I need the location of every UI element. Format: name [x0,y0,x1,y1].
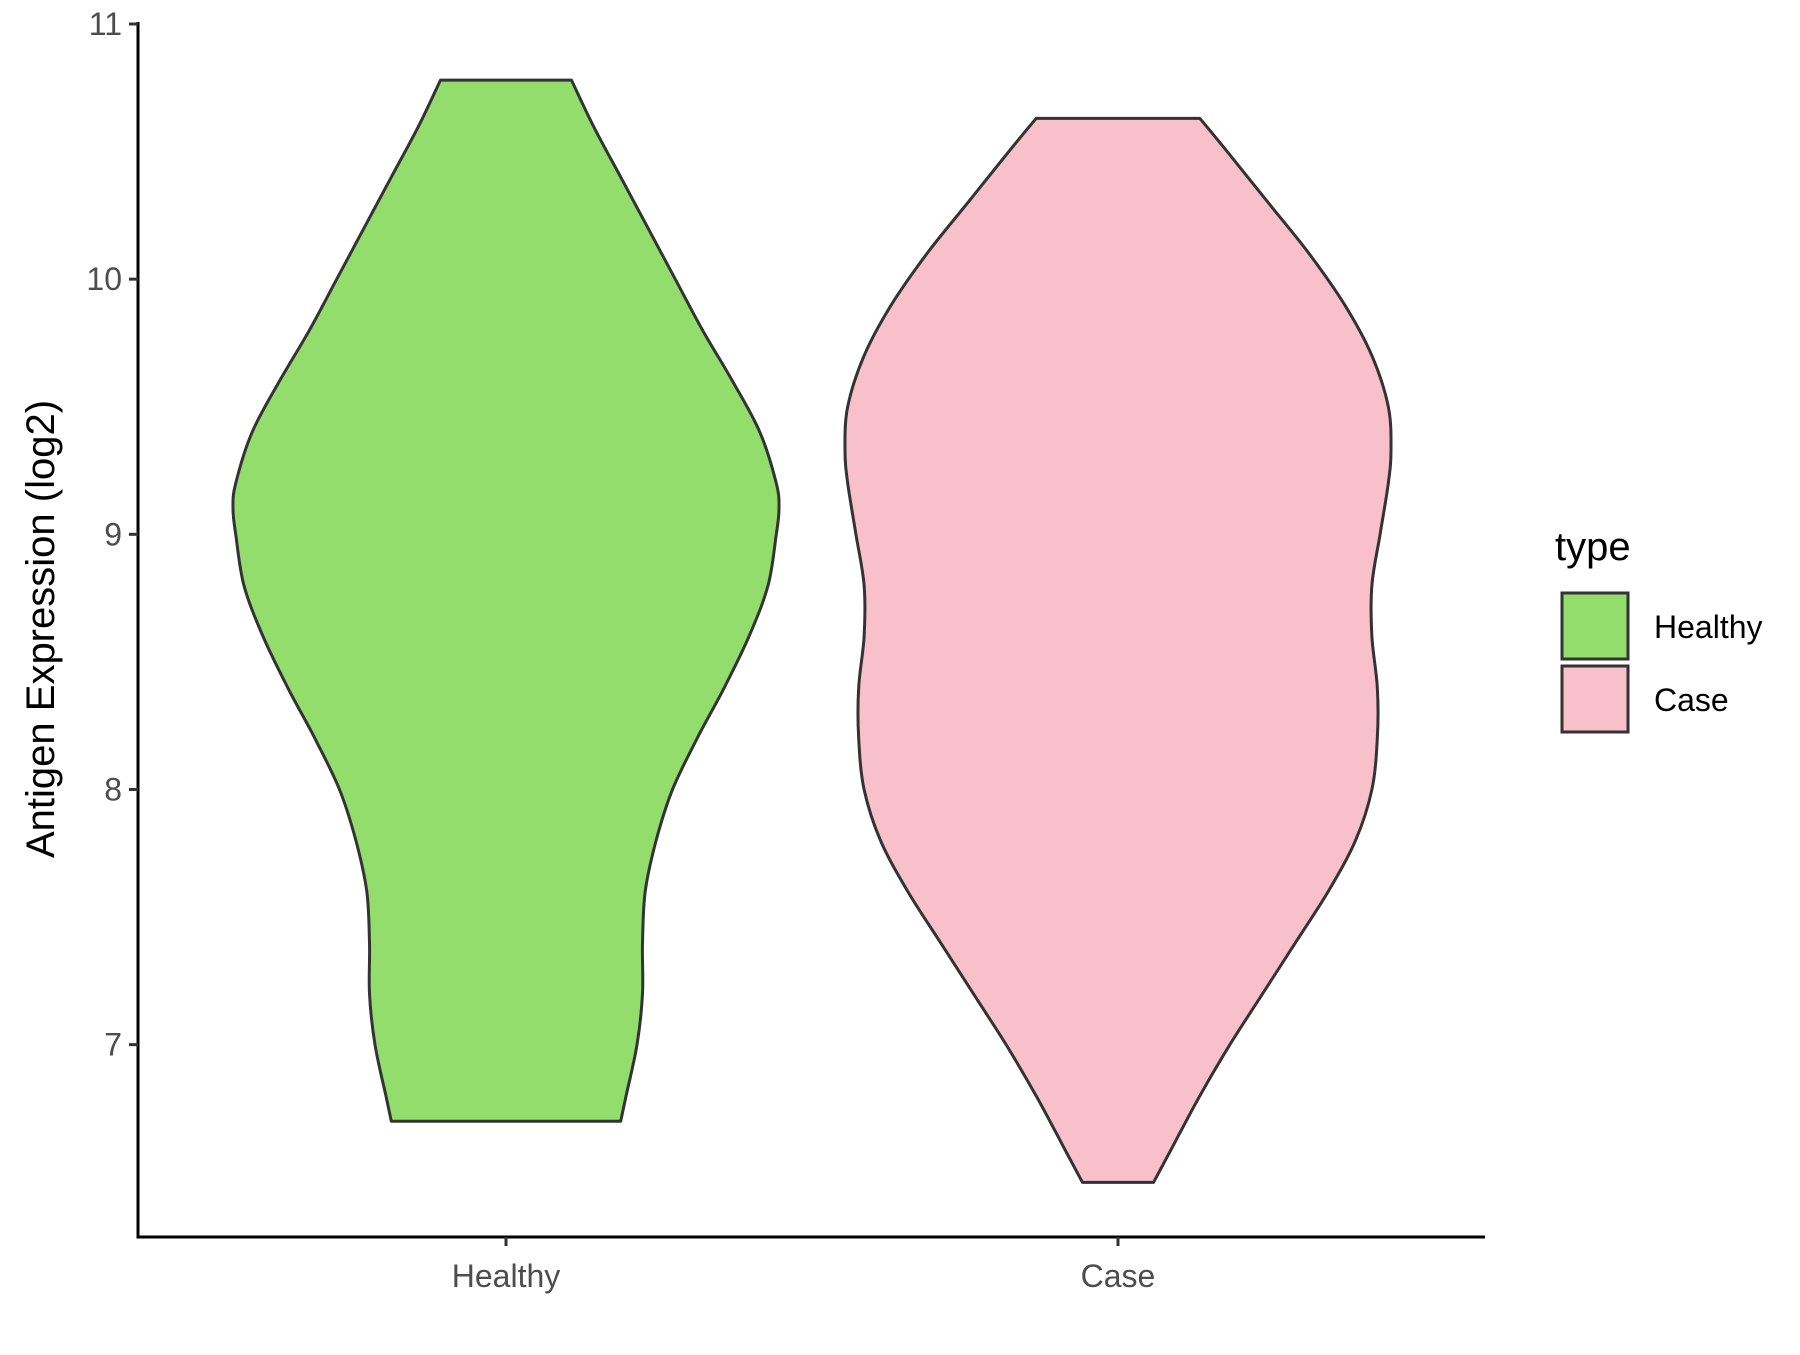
legend-key-case [1560,664,1630,734]
y-tick-label: 7 [104,1027,122,1063]
legend: type Healthy Case [1555,525,1763,734]
x-tick-label: Case [1081,1258,1156,1294]
y-tick-label: 11 [89,6,122,42]
x-tick-label: Healthy [452,1258,561,1294]
y-tick-label: 10 [86,261,122,297]
axes-layer: 7 8 9 10 11 Healthy Case [86,6,1485,1294]
violins-layer [231,78,1393,1184]
y-tick-label: 8 [104,771,122,807]
legend-label-healthy: Healthy [1654,609,1763,645]
legend-key-healthy [1560,591,1630,661]
violin-case [843,116,1393,1184]
y-tick-label: 9 [104,516,122,552]
legend-label-case: Case [1654,682,1729,718]
legend-title: type [1555,525,1631,569]
y-axis-title: Antigen Expression (log2) [19,400,63,858]
violin-healthy [231,78,781,1123]
